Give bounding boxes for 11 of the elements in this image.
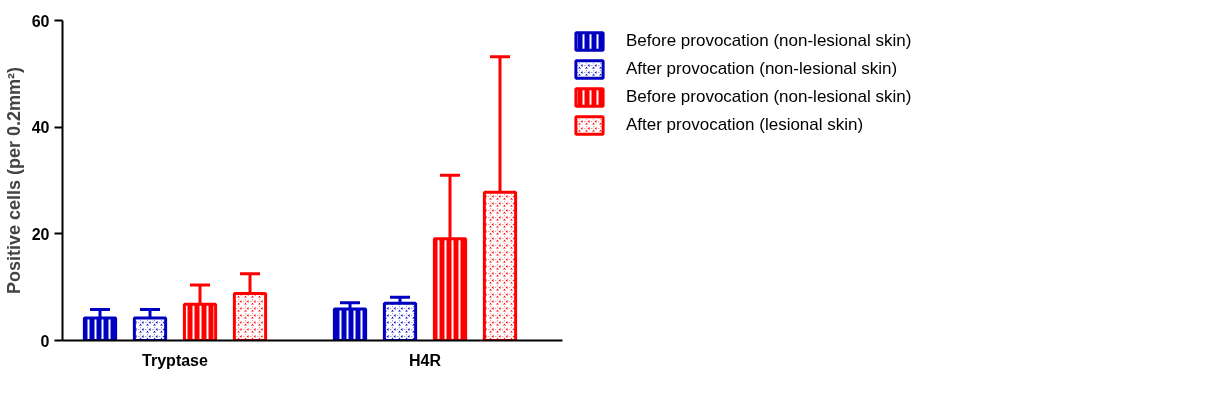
y-tick-label: 60 <box>31 12 50 30</box>
legend-label: Before provocation (non-lesional skin) <box>626 31 912 51</box>
legend-label: After provocation (non-lesional skin) <box>626 59 898 79</box>
y-tick-label: 0 <box>40 332 50 350</box>
x-tick-label: H4R <box>409 351 442 369</box>
y-axis-title: Positive cells (per 0.2mm²) <box>3 66 24 295</box>
x-tick-label: Tryptase <box>142 351 209 369</box>
y-tick-label: 40 <box>31 119 50 137</box>
y-tick-label: 20 <box>31 225 50 243</box>
legend-label: After provocation (lesional skin) <box>626 115 864 135</box>
legend-label: Before provocation (non-lesional skin) <box>626 87 912 107</box>
